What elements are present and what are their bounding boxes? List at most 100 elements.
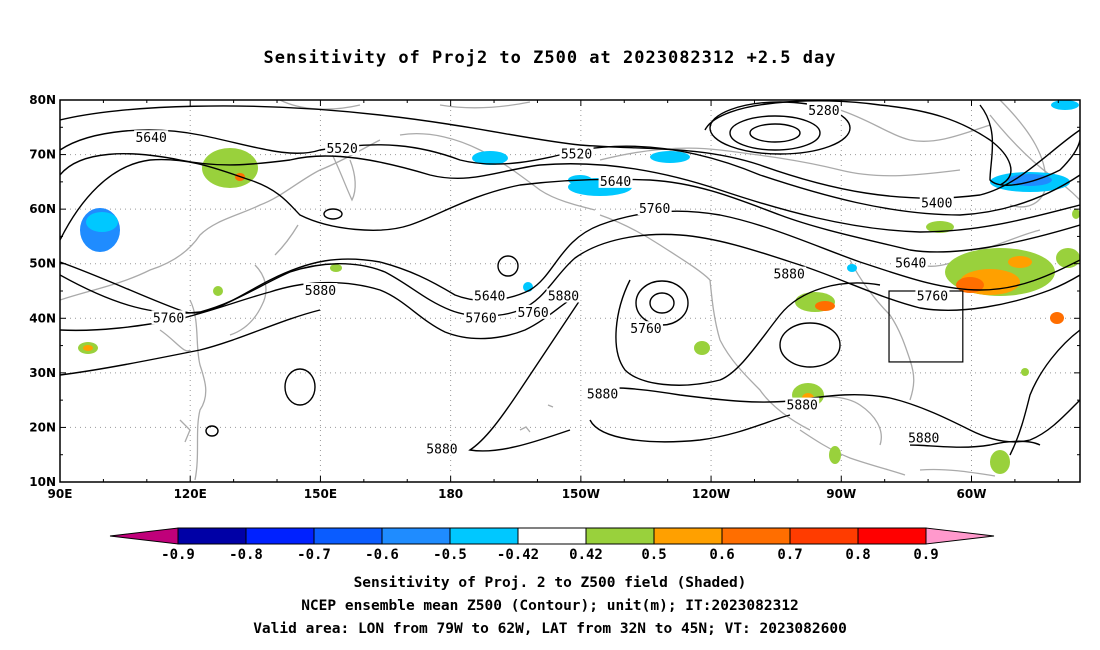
pos-area [330,264,342,272]
colorbar-label: 0.42 [569,547,603,563]
contour-label-bg [559,146,594,161]
longitude-labels: 90E 120E 150E 180 150W 120W 90W 60W [48,487,987,501]
contour-label-bg [806,102,841,117]
pos-area [815,301,835,311]
lon-label: 120W [692,487,730,501]
contour-label: 5520 [326,142,357,157]
colorbar-cell [721,527,791,545]
axis-ticks [59,99,1080,483]
contour-label-bg [472,288,507,303]
contour-label-bg [151,310,186,325]
contour-label: 5880 [908,431,939,446]
lat-label: 50N [29,257,56,271]
colorbar-cell [585,527,655,545]
contour-label-bg [919,195,954,210]
z500-contours [60,100,1080,456]
lat-label: 70N [29,148,56,162]
colorbar-cell [653,527,723,545]
neg-area [650,151,690,163]
contour-label: 5520 [561,148,592,163]
lon-label: 60W [957,487,987,501]
colorbar [109,527,995,545]
colorbar-low-triangle [109,527,179,545]
caption-line-2: NCEP ensemble mean Z500 (Contour); unit(… [301,598,799,614]
contour-label-bg [585,386,620,401]
contour-label: 5400 [921,197,952,212]
pos-area [926,221,954,233]
contour-label: 5760 [517,306,548,321]
pos-area [1056,248,1080,268]
caption-line-1: Sensitivity of Proj. 2 to Z500 field (Sh… [353,575,747,591]
contour-label: 5760 [639,202,670,217]
chart-title: Sensitivity of Proj2 to Z500 at 20230823… [263,48,837,68]
lon-label: 180 [438,487,463,501]
colorbar-cell [789,527,859,545]
colorbar-label: 0.7 [777,547,802,563]
lat-label: 40N [29,311,56,325]
contour-label: 5640 [895,257,926,272]
latitude-labels: 80N 70N 60N 50N 40N 30N 20N 10N [29,93,56,489]
contour-label-bg [772,266,807,281]
contour-label-bg [915,288,950,303]
colorbar-label: 0.6 [709,547,734,563]
colorbar-label: -0.9 [161,547,195,563]
pos-area [1050,312,1064,324]
contour-label: 5640 [135,131,166,146]
lon-label: 120E [174,487,207,501]
colorbar-cell [177,527,247,545]
colorbar-label: -0.7 [297,547,331,563]
colorbar-label: -0.42 [497,547,539,563]
colorbar-cell [449,527,519,545]
colorbar-cell [245,527,315,545]
colorbar-cell [857,527,927,545]
contour-label: 5760 [917,289,948,304]
contour-label: 5760 [153,311,184,326]
colorbar-cell [313,527,383,545]
lat-label: 60N [29,202,56,216]
contour-label: 5880 [774,268,805,283]
contour-label: 5880 [587,388,618,403]
pos-area [1072,209,1080,219]
pos-area [1008,256,1032,268]
contour-label-bg [785,397,820,412]
colorbar-label: 0.5 [641,547,666,563]
colorbar-label: -0.5 [433,547,467,563]
colorbar-label: 0.9 [913,547,938,563]
contour-label: 5880 [548,289,579,304]
contour-label-bg [325,141,360,156]
pos-area [829,446,841,464]
lon-label: 90E [48,487,73,501]
lat-label: 80N [29,93,56,107]
lat-label: 20N [29,420,56,434]
contour-label-bg [516,304,551,319]
contour-label: 5640 [600,175,631,190]
neg-area [847,264,857,272]
colorbar-cell [381,527,451,545]
lon-label: 150W [562,487,600,501]
lon-label: 150E [304,487,337,501]
neg-area [472,151,508,165]
pos-area [990,450,1010,474]
contour-label-bg [464,310,499,325]
contour-label: 5640 [474,289,505,304]
pos-area [213,286,223,296]
contour-label: 5760 [630,322,661,337]
contour-label: 5280 [808,104,839,119]
pos-area [1021,368,1029,376]
colorbar-cell [517,527,587,545]
contour-label: 5880 [426,442,457,457]
pos-area [694,341,710,355]
contour-label-bg [424,441,459,456]
sensitivity-shading [78,100,1080,474]
neg-area [86,212,118,232]
contour-label: 5760 [465,311,496,326]
colorbar-labels: -0.9 -0.8 -0.7 -0.6 -0.5 -0.42 0.42 0.5 0.6 0.7 0.… [161,547,939,563]
pos-area [202,148,258,188]
lat-label: 30N [29,366,56,380]
colorbar-label: 0.8 [845,547,870,563]
contour-label-bg [893,255,928,270]
contour-label-bg [906,430,941,445]
lat-label: 10N [29,475,56,489]
